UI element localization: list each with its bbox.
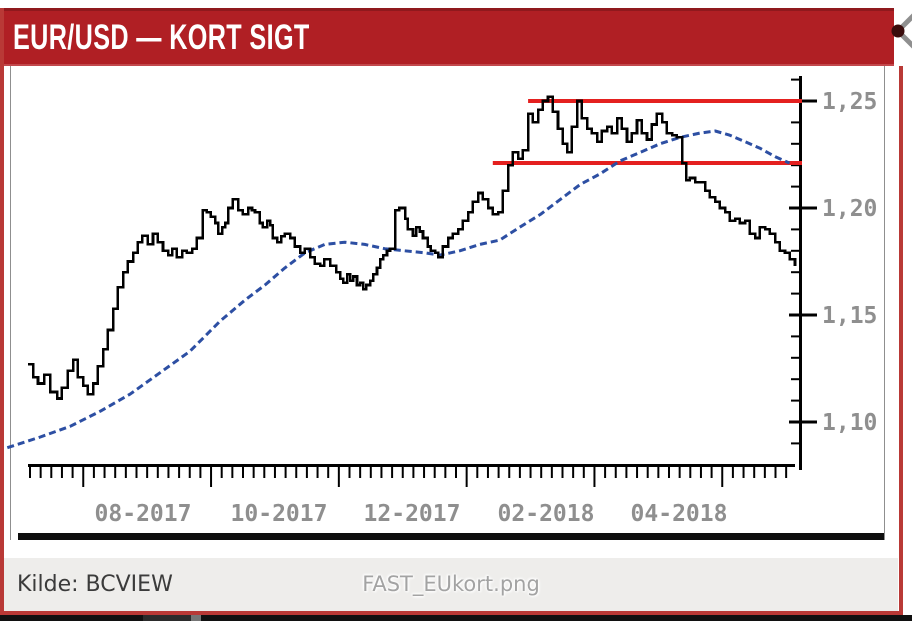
bottom-edge-segment — [143, 615, 191, 621]
x-axis-tick-label: 04-2018 — [631, 501, 728, 527]
moving-average-line — [6, 129, 791, 450]
header-bar: EUR/USD — KORT SIGT — [0, 8, 894, 66]
bottom-edge-segment — [191, 615, 201, 621]
y-axis-tick-label: 1,15 — [822, 303, 877, 329]
page-title: EUR/USD — KORT SIGT — [13, 17, 310, 57]
filename-watermark: FAST_EUkort.png — [362, 572, 540, 596]
x-axis-tick-label: 08-2017 — [95, 501, 192, 527]
page-border-right — [899, 66, 903, 615]
chart-panel — [10, 66, 885, 540]
footer-bar: Kilde: BCVIEW FAST_EUkort.png — [4, 558, 898, 611]
x-axis-tick-label: 12-2017 — [364, 501, 461, 527]
source-label: Kilde: BCVIEW — [17, 572, 173, 597]
price-line — [28, 95, 797, 400]
x-axis-tick-label: 10-2017 — [231, 501, 328, 527]
page-border-bottom — [0, 611, 903, 615]
y-axis-tick-label: 1,25 — [822, 89, 877, 115]
bottom-window-edge — [0, 615, 912, 621]
page-border-left — [0, 8, 4, 615]
x-axis — [28, 464, 795, 467]
y-axis-tick-label: 1,20 — [822, 196, 877, 222]
x-axis-tick-label: 02-2018 — [498, 501, 595, 527]
y-axis-tick-label: 1,10 — [822, 410, 877, 436]
share-icon[interactable] — [886, 8, 912, 56]
chart-separator-bar — [18, 533, 884, 540]
